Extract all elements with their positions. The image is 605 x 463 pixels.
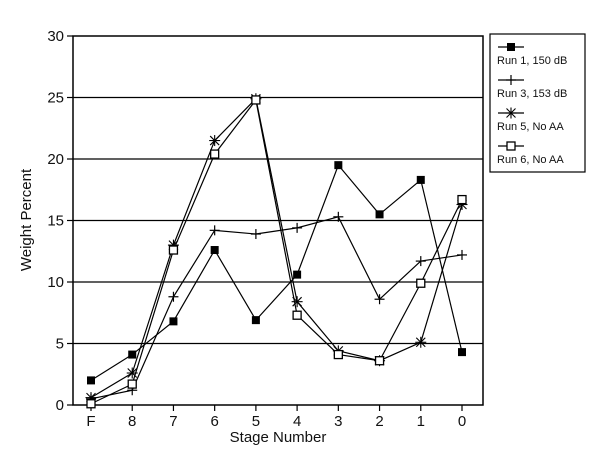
x-tick-label: 6 [210,413,218,430]
y-tick-label: 15 [47,213,64,230]
series-4 [86,95,467,409]
x-tick-label: 8 [128,413,136,430]
y-tick-label: 20 [47,151,64,168]
y-axis-label: Weight Percent [18,168,35,271]
legend-item: Run 1, 150 dB [497,43,567,67]
x-tick-label: 2 [375,413,383,430]
legend-label: Run 1, 150 dB [497,55,567,67]
data-point [415,336,427,348]
series-3 [85,93,468,404]
legend: Run 1, 150 dB Run 3, 153 dB Run 5, No AA Ru… [489,33,586,173]
legend-box [489,33,586,173]
x-tick-label: 7 [169,413,177,430]
series-2 [86,211,467,404]
data-point [292,222,303,233]
data-point [416,175,425,184]
x-tick-label: 5 [252,413,260,430]
data-point [169,317,178,326]
data-point [458,348,466,357]
grid-lines [73,96,483,345]
legend-label: Run 3, 153 dB [497,88,567,100]
series-group [85,93,468,409]
x-tick-label: F [86,413,95,430]
data-point [415,256,426,267]
legend-label: Run 5, No AA [497,121,564,133]
data-point [168,291,179,302]
x-axis-label: Stage Number [230,429,327,446]
y-tick-label: 30 [47,28,64,45]
data-point [293,270,302,279]
data-point [250,229,261,240]
legend-item: Run 3, 153 dB [497,75,567,100]
data-point [128,350,137,359]
y-tick-label: 10 [47,274,64,291]
data-point [251,316,260,325]
data-point [416,278,426,288]
data-point [168,245,179,255]
data-point [506,75,516,85]
data-point [375,210,384,219]
legend-label: Run 6, No AA [497,154,564,166]
legend-item: Run 6, No AA [497,141,564,166]
x-axis: F 8 7 6 5 4 3 2 1 0 [86,405,466,430]
data-point [507,43,515,51]
y-axis: 0 5 10 15 20 25 30 [47,28,73,414]
x-tick-label: 1 [417,413,425,430]
legend-item: Run 5, No AA [497,107,564,133]
series-line [90,216,463,400]
data-point [209,135,221,147]
data-point [374,294,385,305]
data-point [210,246,219,255]
data-point [506,141,516,151]
data-point [457,194,467,205]
data-point [251,95,261,105]
data-point [334,161,343,170]
y-tick-label: 0 [56,397,64,414]
data-point [505,107,517,119]
y-tick-label: 25 [47,90,64,107]
x-tick-label: 3 [334,413,342,430]
data-point [86,399,96,409]
data-point [210,149,220,159]
data-point [457,249,467,260]
x-tick-label: 4 [293,413,301,430]
series-line [90,163,463,381]
data-point [209,225,220,236]
series-1 [87,161,466,385]
y-tick-label: 5 [56,336,64,353]
data-point [333,349,343,360]
series-line [90,98,463,405]
data-point [292,310,302,320]
data-point [374,356,385,366]
data-point [127,379,137,389]
data-point [87,376,95,385]
series-line [90,97,463,399]
x-tick-label: 0 [458,413,466,430]
data-point [333,211,344,222]
